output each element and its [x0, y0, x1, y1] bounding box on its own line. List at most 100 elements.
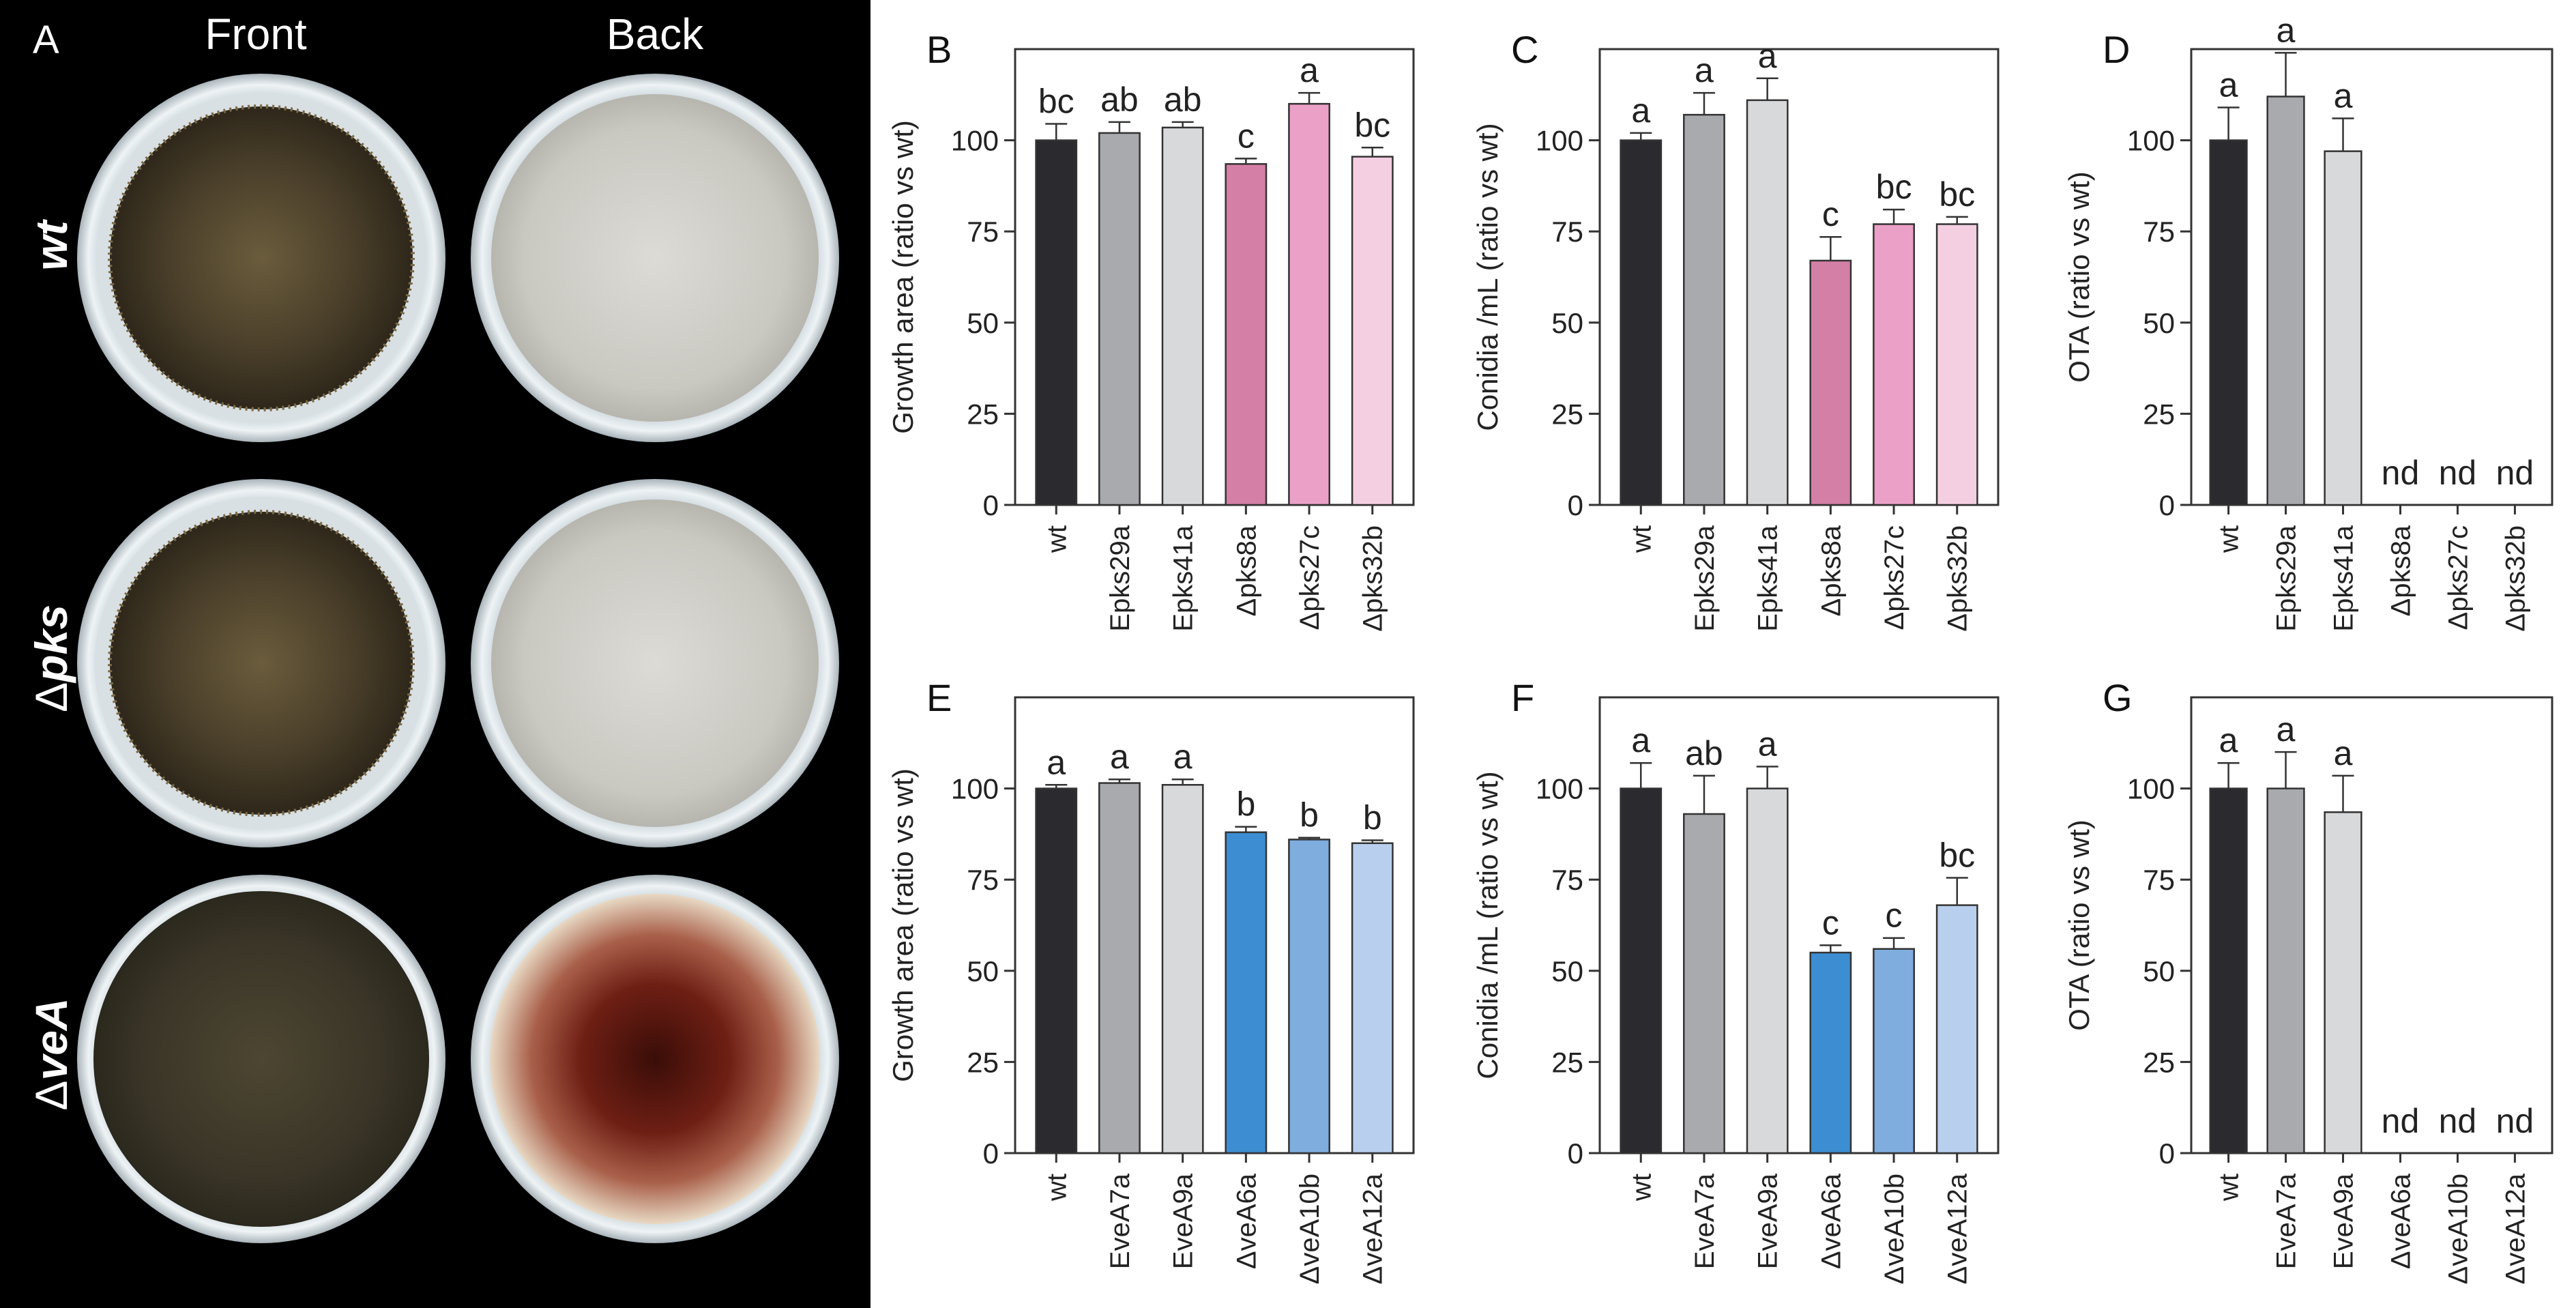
- sig-letter-d-0: a: [2219, 66, 2238, 104]
- bar-e-2: [1161, 784, 1204, 1154]
- x-category-label-b-3: Δpks8a: [1231, 525, 1261, 616]
- sig-letter-f-4: c: [1886, 897, 1903, 935]
- plate-wt-front: [77, 74, 445, 442]
- bar-c-3: [1809, 259, 1852, 506]
- y-tick-label-b: 25: [967, 398, 999, 430]
- x-category-label-e-5: ΔveA12a: [1358, 1173, 1388, 1284]
- x-category-label-f-3: ΔveA6a: [1816, 1173, 1846, 1269]
- sig-letter-c-4: bc: [1876, 168, 1912, 206]
- x-category-label-d-1: Epks29a: [2272, 525, 2302, 631]
- sig-letter-b-3: c: [1238, 117, 1255, 155]
- column-header-front: Front: [205, 10, 307, 59]
- x-category-label-g-3: ΔveA6a: [2386, 1173, 2416, 1269]
- y-axis-label-f: Conidia /mL (ratio vs wt): [1472, 771, 1504, 1079]
- x-category-label-g-2: EveA9a: [2329, 1173, 2359, 1269]
- x-category-label-e-0: wt: [1042, 1174, 1072, 1202]
- bar-c-4: [1873, 223, 1915, 506]
- sig-letter-f-0: a: [1631, 721, 1650, 759]
- row-label-dpks: Δpks: [26, 605, 76, 712]
- x-category-label-e-1: EveA7a: [1105, 1173, 1135, 1269]
- sig-letter-b-1: ab: [1100, 81, 1139, 119]
- sig-letter-f-5: bc: [1939, 837, 1975, 875]
- x-category-label-f-5: ΔveA12a: [1943, 1173, 1973, 1284]
- x-category-label-b-4: Δpks27c: [1295, 525, 1325, 630]
- panel-label-b: B: [926, 28, 952, 71]
- x-category-label-g-1: EveA7a: [2272, 1173, 2302, 1269]
- sig-letter-g-0: a: [2219, 721, 2238, 759]
- bar-e-0: [1035, 787, 1078, 1154]
- sig-letter-c-5: bc: [1939, 175, 1975, 214]
- sig-letter-e-2: a: [1173, 738, 1192, 776]
- sig-letter-g-3: nd: [2382, 1102, 2420, 1140]
- plot-frame-d: [2190, 48, 2553, 506]
- plate-dvea-front: [77, 875, 445, 1243]
- x-category-label-b-1: Epks29a: [1105, 525, 1135, 631]
- panel-label-c: C: [1511, 28, 1538, 71]
- y-tick-label-c: 100: [1536, 125, 1583, 157]
- bar-g-2: [2324, 811, 2362, 1154]
- bar-f-0: [1620, 787, 1663, 1154]
- x-category-label-b-2: Epks41a: [1169, 525, 1199, 631]
- sig-letter-e-5: b: [1363, 798, 1382, 837]
- x-category-label-e-3: ΔveA6a: [1231, 1173, 1261, 1269]
- x-category-label-e-2: EveA9a: [1169, 1173, 1199, 1269]
- y-tick-label-d: 25: [2143, 398, 2175, 430]
- plate-wt-back: [471, 74, 839, 442]
- panel-label-g: G: [2103, 676, 2133, 719]
- x-category-label-c-5: Δpks32b: [1943, 525, 1973, 632]
- y-axis-label-b: Growth area (ratio vs wt): [887, 120, 919, 434]
- bar-b-0: [1035, 139, 1078, 506]
- plate-dvea-back: [471, 875, 839, 1243]
- y-axis-label-e: Growth area (ratio vs wt): [887, 768, 919, 1082]
- panel-label-a: A: [33, 18, 59, 62]
- bar-b-5: [1351, 156, 1394, 506]
- panel-label-f: F: [1511, 676, 1534, 719]
- plate-photo-panel: A Front Back wt Δpks ΔveA: [0, 0, 870, 1308]
- column-header-back: Back: [606, 10, 704, 59]
- plot-frame-e: [1014, 696, 1415, 1154]
- x-category-label-c-4: Δpks27c: [1879, 525, 1909, 630]
- bar-f-4: [1873, 948, 1915, 1154]
- y-tick-label-e: 100: [951, 773, 999, 805]
- x-category-label-c-2: Epks41a: [1753, 525, 1783, 631]
- sig-letter-f-1: ab: [1685, 734, 1723, 772]
- y-tick-label-e: 25: [967, 1046, 999, 1078]
- y-tick-label-f: 100: [1536, 773, 1583, 805]
- x-category-label-d-5: Δpks32b: [2500, 525, 2530, 632]
- y-tick-label-c: 50: [1551, 307, 1583, 339]
- x-category-label-d-4: Δpks27c: [2443, 525, 2473, 630]
- sig-letter-b-2: ab: [1164, 81, 1202, 119]
- x-category-label-g-5: ΔveA12a: [2500, 1173, 2530, 1284]
- y-tick-label-b: 0: [983, 489, 999, 521]
- x-category-label-f-0: wt: [1626, 1174, 1656, 1202]
- x-category-label-b-0: wt: [1042, 525, 1072, 553]
- y-axis-label-d: OTA (ratio vs wt): [2063, 171, 2095, 383]
- sig-letter-b-0: bc: [1038, 83, 1074, 121]
- panel-label-e: E: [926, 676, 952, 719]
- y-tick-label-f: 75: [1551, 864, 1583, 896]
- plot-frame-c: [1598, 48, 2000, 506]
- sig-letter-g-5: nd: [2496, 1102, 2534, 1140]
- y-tick-label-b: 100: [951, 125, 999, 157]
- row-label-dvea: ΔveA: [26, 998, 76, 1110]
- x-category-label-f-2: EveA9a: [1753, 1173, 1783, 1269]
- x-category-label-f-1: EveA7a: [1690, 1173, 1720, 1269]
- y-tick-label-c: 75: [1551, 216, 1583, 248]
- sig-letter-g-1: a: [2277, 710, 2296, 749]
- y-tick-label-g: 25: [2143, 1046, 2175, 1078]
- x-category-label-f-4: ΔveA10b: [1879, 1174, 1909, 1284]
- sig-letter-d-1: a: [2277, 11, 2296, 49]
- y-tick-label-e: 50: [967, 955, 999, 987]
- x-category-label-d-0: wt: [2214, 525, 2244, 553]
- bar-f-3: [1809, 951, 1852, 1154]
- y-tick-label-f: 0: [1568, 1137, 1583, 1169]
- sig-letter-b-4: a: [1300, 51, 1319, 89]
- sig-letter-d-3: nd: [2382, 454, 2420, 492]
- x-category-label-b-5: Δpks32b: [1358, 525, 1388, 632]
- x-category-label-d-3: Δpks8a: [2386, 525, 2416, 616]
- x-category-label-c-0: wt: [1626, 525, 1656, 553]
- sig-letter-c-2: a: [1758, 37, 1777, 75]
- y-tick-label-g: 100: [2127, 773, 2175, 805]
- bar-d-2: [2324, 150, 2362, 506]
